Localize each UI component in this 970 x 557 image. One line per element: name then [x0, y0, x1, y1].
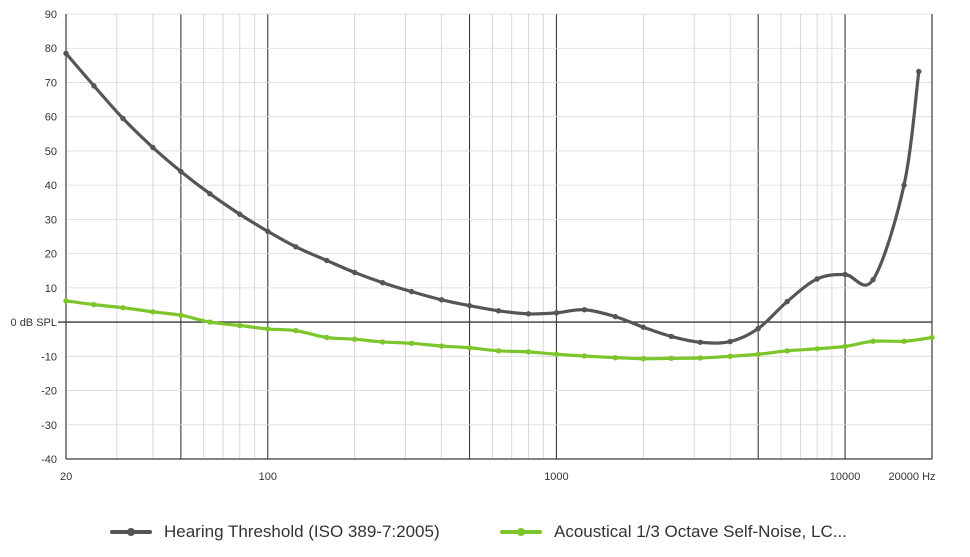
- data-point-self-noise: [727, 353, 733, 360]
- data-point-hearing-threshold: [408, 288, 415, 295]
- data-point-self-noise: [495, 348, 502, 354]
- data-point-hearing-threshold: [466, 302, 473, 309]
- data-point-hearing-threshold: [323, 257, 330, 264]
- y-tick-label: -20: [41, 386, 57, 398]
- data-point-self-noise: [293, 327, 299, 334]
- legend-item-self-noise: Acoustical 1/3 Octave Self-Noise, LC...: [500, 522, 847, 542]
- y-tick-label: 70: [45, 77, 57, 89]
- data-point-self-noise: [438, 343, 445, 349]
- data-point-hearing-threshold: [438, 297, 445, 303]
- data-point-self-noise: [91, 301, 97, 308]
- data-point-self-noise: [178, 312, 184, 318]
- data-point-hearing-threshold: [237, 211, 243, 217]
- data-point-self-noise: [870, 338, 876, 344]
- legend-item-hearing-threshold: Hearing Threshold (ISO 389-7:2005): [110, 522, 440, 542]
- data-point-hearing-threshold: [612, 313, 619, 320]
- y-tick-label: 50: [45, 146, 57, 158]
- legend-swatch-hearing-threshold: [110, 528, 152, 536]
- data-point-hearing-threshold: [293, 244, 299, 250]
- data-point-hearing-threshold: [63, 50, 69, 57]
- data-point-self-noise: [929, 334, 935, 341]
- data-point-self-noise: [640, 356, 647, 362]
- data-point-self-noise: [553, 351, 560, 357]
- chart-legend: Hearing Threshold (ISO 389-7:2005) Acous…: [0, 522, 970, 556]
- data-point-self-noise: [120, 305, 126, 311]
- data-point-self-noise: [814, 346, 820, 352]
- y-tick-label: 90: [45, 9, 57, 21]
- data-point-hearing-threshold: [120, 115, 126, 122]
- y-tick-label: 10: [45, 283, 57, 295]
- data-point-hearing-threshold: [553, 310, 560, 316]
- data-point-hearing-threshold: [814, 276, 820, 282]
- data-point-self-noise: [323, 334, 330, 341]
- data-point-hearing-threshold: [640, 324, 647, 330]
- data-point-hearing-threshold: [668, 333, 675, 340]
- data-point-self-noise: [207, 319, 213, 325]
- data-point-self-noise: [668, 355, 675, 362]
- data-point-hearing-threshold: [150, 144, 156, 151]
- legend-label-self-noise: Acoustical 1/3 Octave Self-Noise, LC...: [554, 522, 847, 541]
- x-tick-label: 10000: [830, 471, 861, 483]
- y-tick-label: 20: [45, 249, 57, 261]
- y-tick-label: -40: [41, 454, 57, 466]
- x-tick-label: 20: [60, 471, 72, 483]
- y-tick-label: 0 dB SPL: [11, 317, 57, 329]
- y-tick-label: 60: [45, 112, 57, 124]
- data-point-hearing-threshold: [697, 339, 703, 345]
- data-point-hearing-threshold: [727, 338, 733, 345]
- legend-swatch-self-noise: [500, 528, 542, 536]
- data-point-hearing-threshold: [265, 228, 271, 235]
- data-point-hearing-threshold: [495, 308, 502, 314]
- y-tick-label: -30: [41, 420, 57, 432]
- data-point-self-noise: [408, 340, 415, 346]
- data-point-hearing-threshold: [379, 280, 386, 286]
- x-tick-label: 100: [259, 471, 277, 483]
- data-point-self-noise: [379, 339, 386, 345]
- y-tick-label: 40: [45, 180, 57, 192]
- data-point-self-noise: [351, 336, 358, 342]
- data-point-hearing-threshold: [842, 271, 848, 278]
- data-point-hearing-threshold: [91, 83, 97, 89]
- data-point-self-noise: [901, 338, 907, 344]
- data-point-self-noise: [755, 351, 761, 357]
- data-point-self-noise: [63, 298, 69, 304]
- data-point-hearing-threshold: [351, 269, 358, 276]
- data-point-self-noise: [237, 322, 243, 329]
- data-point-self-noise: [150, 309, 156, 315]
- data-point-self-noise: [581, 353, 588, 359]
- data-point-hearing-threshold: [207, 191, 213, 197]
- data-point-hearing-threshold: [525, 311, 532, 317]
- data-point-self-noise: [265, 326, 271, 332]
- data-point-self-noise: [525, 349, 532, 355]
- legend-label-hearing-threshold: Hearing Threshold (ISO 389-7:2005): [164, 522, 440, 541]
- y-tick-label: 30: [45, 214, 57, 226]
- x-tick-label: 20000 Hz: [888, 471, 935, 483]
- data-point-self-noise: [466, 345, 473, 351]
- y-tick-label: 80: [45, 43, 57, 55]
- data-point-hearing-threshold: [901, 182, 907, 188]
- data-point-self-noise: [612, 354, 619, 361]
- data-point-hearing-threshold: [581, 307, 588, 313]
- data-point-self-noise: [784, 348, 790, 354]
- data-point-hearing-threshold: [755, 325, 761, 332]
- x-tick-label: 1000: [544, 471, 568, 483]
- data-point-hearing-threshold: [916, 68, 922, 75]
- data-point-hearing-threshold: [784, 298, 790, 305]
- data-point-self-noise: [842, 343, 848, 350]
- y-tick-label: -10: [41, 351, 57, 363]
- data-point-hearing-threshold: [178, 168, 184, 175]
- data-point-hearing-threshold: [870, 276, 876, 283]
- data-point-self-noise: [697, 355, 703, 361]
